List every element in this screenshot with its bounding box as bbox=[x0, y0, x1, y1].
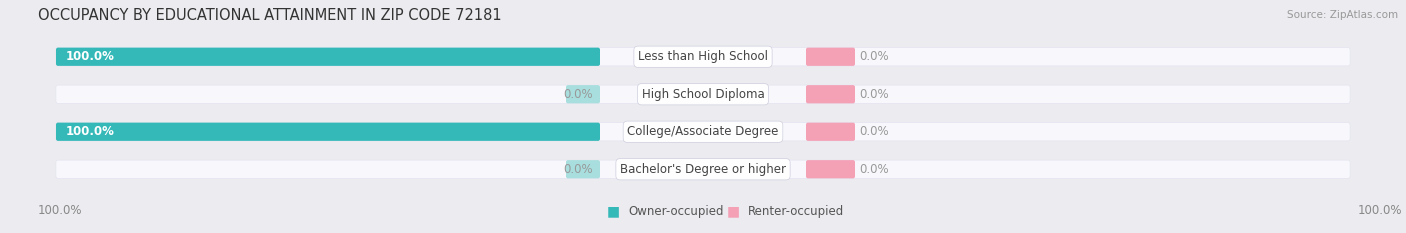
FancyBboxPatch shape bbox=[56, 123, 600, 141]
Text: 100.0%: 100.0% bbox=[1358, 205, 1403, 217]
Text: Renter-occupied: Renter-occupied bbox=[748, 205, 844, 217]
Text: 0.0%: 0.0% bbox=[859, 163, 889, 176]
FancyBboxPatch shape bbox=[806, 48, 855, 66]
FancyBboxPatch shape bbox=[806, 160, 855, 178]
Text: Owner-occupied: Owner-occupied bbox=[628, 205, 724, 217]
Text: 100.0%: 100.0% bbox=[66, 125, 115, 138]
Text: 100.0%: 100.0% bbox=[38, 205, 83, 217]
FancyBboxPatch shape bbox=[56, 123, 1350, 141]
FancyBboxPatch shape bbox=[806, 85, 855, 103]
FancyBboxPatch shape bbox=[567, 85, 600, 103]
Text: Source: ZipAtlas.com: Source: ZipAtlas.com bbox=[1286, 10, 1398, 20]
Text: 0.0%: 0.0% bbox=[859, 88, 889, 101]
Text: OCCUPANCY BY EDUCATIONAL ATTAINMENT IN ZIP CODE 72181: OCCUPANCY BY EDUCATIONAL ATTAINMENT IN Z… bbox=[38, 7, 502, 23]
Text: Bachelor's Degree or higher: Bachelor's Degree or higher bbox=[620, 163, 786, 176]
Text: ■: ■ bbox=[727, 204, 740, 218]
Text: Less than High School: Less than High School bbox=[638, 50, 768, 63]
FancyBboxPatch shape bbox=[56, 85, 1350, 103]
FancyBboxPatch shape bbox=[806, 123, 855, 141]
Text: High School Diploma: High School Diploma bbox=[641, 88, 765, 101]
Text: College/Associate Degree: College/Associate Degree bbox=[627, 125, 779, 138]
Text: 100.0%: 100.0% bbox=[66, 50, 115, 63]
Text: 0.0%: 0.0% bbox=[564, 88, 593, 101]
FancyBboxPatch shape bbox=[56, 48, 600, 66]
Text: 0.0%: 0.0% bbox=[564, 163, 593, 176]
FancyBboxPatch shape bbox=[56, 48, 1350, 66]
Text: 0.0%: 0.0% bbox=[859, 50, 889, 63]
Text: 0.0%: 0.0% bbox=[859, 125, 889, 138]
FancyBboxPatch shape bbox=[56, 160, 1350, 178]
FancyBboxPatch shape bbox=[567, 160, 600, 178]
Text: ■: ■ bbox=[606, 204, 620, 218]
